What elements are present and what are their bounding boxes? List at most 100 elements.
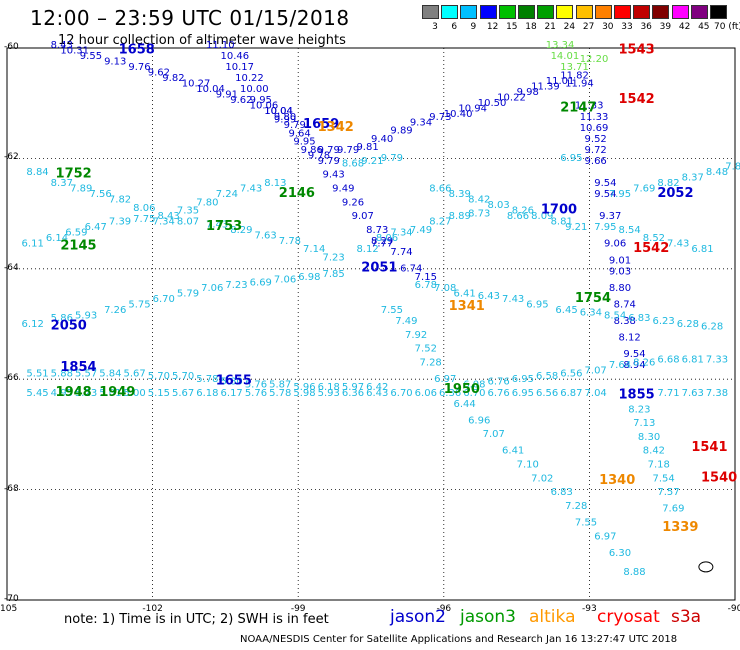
- wave-height-value: 7.33: [706, 355, 728, 366]
- time-label: 1541: [691, 440, 727, 455]
- wave-height-value: 9.79: [381, 153, 403, 164]
- wave-height-value: 6.58: [536, 371, 558, 382]
- legend-swatch: [690, 5, 708, 19]
- time-label: 1753: [206, 219, 242, 234]
- y-tick-label: -60: [4, 42, 19, 52]
- time-label: 1659: [303, 117, 339, 132]
- wave-height-value: 7.69: [633, 184, 655, 195]
- wave-height-value: 5.84: [99, 368, 121, 379]
- wave-height-value: 8.68: [342, 159, 364, 170]
- wave-height-value: 7.78: [279, 236, 301, 247]
- wave-height-value: 7.28: [420, 357, 442, 368]
- legend-label: 33: [621, 22, 633, 32]
- wave-height-value: 7.07: [483, 429, 505, 440]
- wave-height-value: 8.06: [376, 233, 398, 244]
- wave-height-value: 9.95: [293, 137, 315, 148]
- legend-swatch: [518, 5, 535, 19]
- wave-height-value: 8.29: [371, 236, 393, 247]
- wave-height-value: 9.86: [301, 145, 323, 156]
- wave-height-value: 5.70: [148, 371, 170, 382]
- wave-height-value: 9.40: [371, 134, 393, 145]
- legend-swatch: [422, 5, 439, 19]
- time-label: 1339: [662, 520, 698, 535]
- wave-height-value: 9.49: [332, 184, 354, 195]
- x-tick-label: -90: [727, 604, 740, 614]
- wave-height-value: 5.75: [128, 299, 150, 310]
- wave-height-value: 7.82: [109, 195, 131, 206]
- wave-height-value: 6.41: [502, 446, 524, 457]
- x-tick-label: -105: [0, 604, 18, 614]
- wave-height-value: 8.88: [623, 567, 645, 578]
- wave-height-value: 9.26: [342, 197, 364, 208]
- time-label: 1855: [619, 388, 655, 403]
- wave-height-value: 10.04: [264, 106, 293, 117]
- time-label: 2050: [51, 319, 87, 334]
- wave-height-value: 8.23: [628, 404, 650, 415]
- wave-height-value: 8.73: [468, 208, 490, 219]
- y-tick-label: -64: [4, 262, 19, 273]
- wave-height-value: 6.83: [628, 313, 650, 324]
- wave-height-value: 10.04: [264, 106, 293, 117]
- wave-height-value: 8.52: [643, 233, 665, 244]
- time-label: 1342: [318, 120, 354, 135]
- wave-height-value: 8.81: [551, 217, 573, 228]
- wave-height-value: 5.88: [51, 368, 73, 379]
- wave-height-value: 7.13: [633, 418, 655, 429]
- wave-height-value: 8.66: [429, 184, 451, 195]
- wave-height-value: 6.96: [468, 415, 490, 426]
- legend-swatch: [479, 5, 497, 19]
- legend-swatch: [633, 5, 651, 19]
- wave-height-value: 6.45: [555, 305, 577, 316]
- wave-height-value: 5.98: [293, 388, 315, 399]
- wave-height-value: 8.42: [468, 195, 490, 206]
- wave-height-value: 8.94: [623, 360, 645, 371]
- wave-height-value: 11.10: [206, 40, 235, 51]
- wave-height-value: 6.18: [318, 382, 340, 393]
- wave-height-value: 7.23: [225, 280, 247, 291]
- wave-height-value: 9.82: [162, 73, 184, 84]
- wave-height-value: 9.43: [322, 170, 344, 181]
- wave-height-value: 6.56: [560, 368, 582, 379]
- wave-height-value: 9.13: [104, 57, 126, 68]
- wave-height-value: 7.75: [133, 214, 155, 225]
- wave-height-value: 9.64: [288, 128, 310, 139]
- legend-swatch: [671, 5, 689, 19]
- map-title: 12:00 – 23:59 UTC 01/15/2018: [30, 6, 350, 30]
- wave-height-value: 8.07: [177, 217, 199, 228]
- wave-height-value: 5.00: [123, 388, 145, 399]
- wave-height-value: 9.03: [609, 266, 631, 277]
- wave-height-value: 6.74: [400, 264, 422, 275]
- wave-height-value: 5.86: [51, 313, 73, 324]
- wave-height-value: 7.85: [322, 269, 344, 280]
- time-label: 1950: [444, 382, 480, 397]
- legend-label: 45: [698, 22, 710, 32]
- wave-height-value: 7.24: [216, 189, 238, 200]
- wave-height-value: 6.81: [691, 244, 713, 255]
- satellite-legend-jason2: jason2: [390, 607, 446, 627]
- wave-height-value: 8.12: [356, 244, 378, 255]
- wave-height-value: 5.79: [177, 288, 199, 299]
- wave-height-value: 5.93: [318, 388, 340, 399]
- wave-height-value: 6.68: [657, 355, 679, 366]
- legend-swatch: [575, 5, 593, 19]
- time-label: 1658: [119, 43, 155, 58]
- wave-height-value: 8.54: [604, 310, 626, 321]
- wave-height-value: 7.54: [652, 473, 674, 484]
- time-label: 1540: [701, 470, 737, 485]
- wave-height-value: 7.95: [609, 189, 631, 200]
- legend-swatch: [441, 5, 459, 19]
- legend-label: 18: [525, 22, 537, 32]
- wave-height-value: 5.67: [123, 368, 145, 379]
- legend-label: 27: [582, 22, 595, 32]
- wave-height-value: 9.79: [337, 145, 359, 156]
- map-subtitle: 12 hour collection of altimeter wave hei…: [58, 33, 346, 48]
- time-label: 1854: [60, 360, 96, 375]
- wave-height-value: 4.95: [51, 388, 73, 399]
- wave-height-value: 6.97: [434, 374, 456, 385]
- wave-height-value: 11.01: [546, 76, 575, 87]
- wave-height-value: 9.80: [274, 112, 296, 123]
- time-label: 2147: [560, 100, 596, 115]
- wave-height-value: 5.76: [245, 379, 267, 390]
- wave-height-value: 8.13: [264, 178, 286, 189]
- legend-swatch: [652, 5, 670, 19]
